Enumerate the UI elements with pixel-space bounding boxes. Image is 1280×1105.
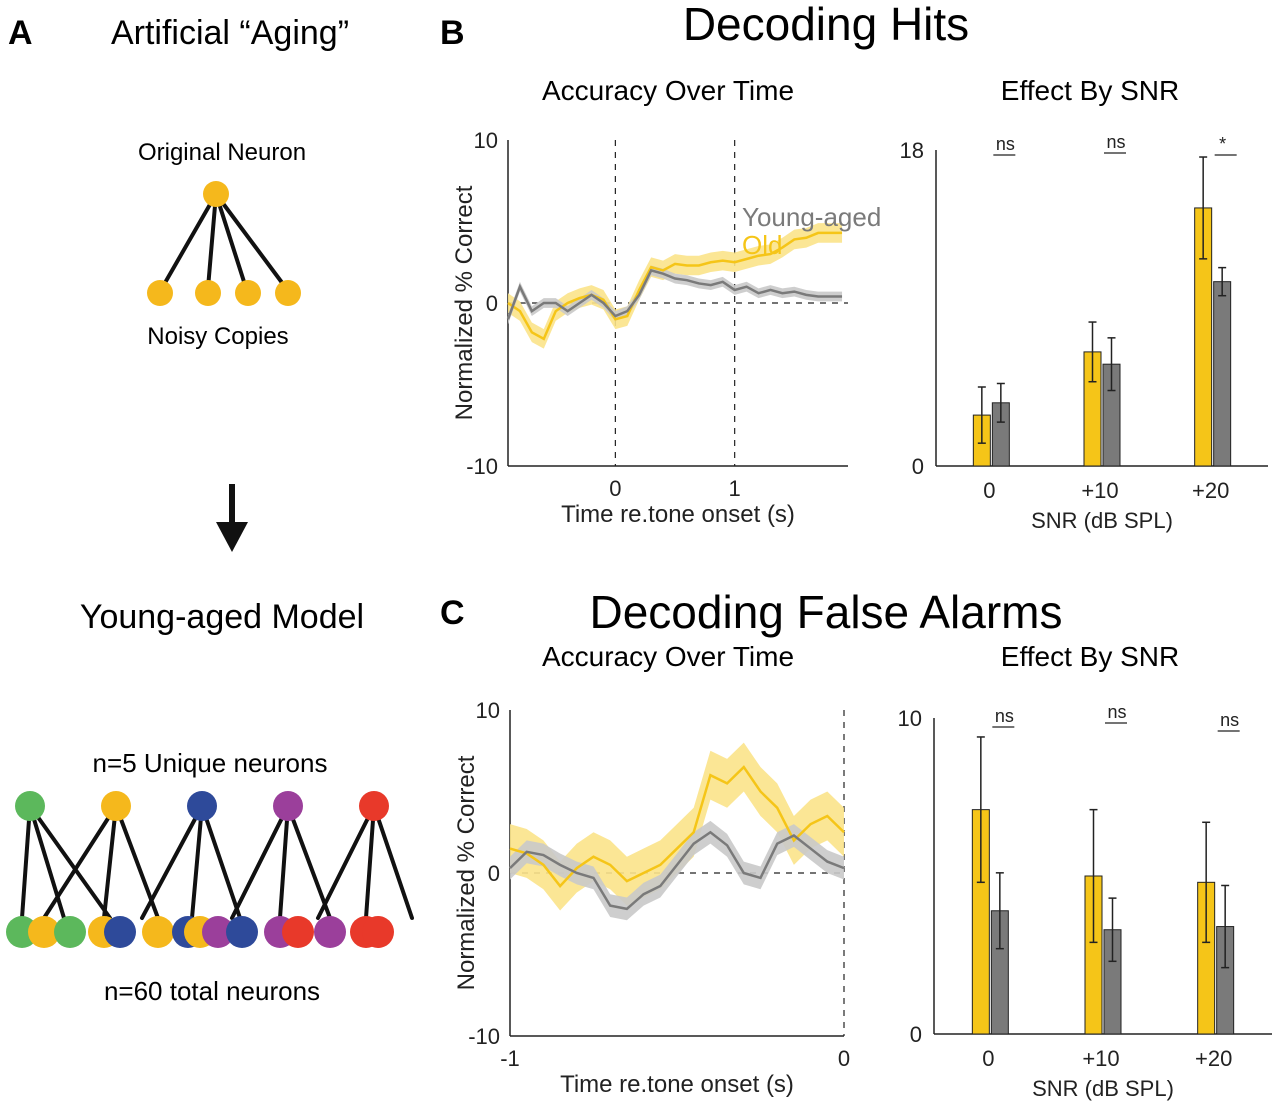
hits-effect-by-snr-chart: 0 18 ns 0 ns +10 * +20 SNR (dB SPL) — [900, 132, 1268, 533]
panel-c: C Decoding False Alarms Accuracy Over Ti… — [440, 586, 1179, 672]
tree-edge — [160, 192, 218, 290]
tree-edge — [206, 192, 218, 290]
y-tick-label: 0 — [488, 861, 500, 886]
original-neuron-node — [203, 181, 229, 207]
y-tick-label: 0 — [912, 454, 924, 479]
x-tick-label: +20 — [1192, 478, 1229, 503]
panel-b-title: Decoding Hits — [683, 0, 969, 50]
significance-label: ns — [1220, 710, 1239, 730]
series-line-young — [506, 268, 843, 320]
network-edges — [20, 804, 414, 920]
panel-letter-b: B — [440, 14, 465, 52]
y-tick-label: -10 — [466, 454, 498, 479]
panel-c-right-subtitle: Effect By SNR — [1001, 641, 1179, 672]
y-tick-label: 0 — [486, 291, 498, 316]
significance-label: ns — [1106, 132, 1125, 152]
x-axis-label: Time re.tone onset (s) — [560, 1071, 794, 1098]
total-neuron-node-blue — [226, 916, 258, 948]
total-neuron-node-yellow — [142, 916, 174, 948]
total-neurons-row — [6, 916, 394, 948]
x-tick-label: +10 — [1082, 1046, 1119, 1071]
unique-neuron-red — [359, 791, 389, 821]
model-title: Young-aged Model — [80, 598, 364, 636]
noisy-copy-node — [195, 280, 221, 306]
x-tick-label: +20 — [1195, 1046, 1232, 1071]
series-line-old — [507, 231, 843, 341]
down-arrow-icon — [216, 484, 248, 552]
panel-a-title: Artificial “Aging” — [111, 14, 349, 52]
series-line-old — [509, 765, 845, 888]
noisy-copy-node — [275, 280, 301, 306]
noisy-copy-node — [235, 280, 261, 306]
panel-letter-a: A — [8, 14, 33, 52]
panel-a: A Artificial “Aging” Original Neuron Noi… — [6, 14, 414, 1006]
unique-neuron-yellow — [101, 791, 131, 821]
false-alarms-effect-by-snr-chart: 0 10 ns 0 ns +10 ns +20 SNR (dB SPL) — [898, 702, 1272, 1101]
significance-label: ns — [996, 134, 1015, 154]
panel-c-left-subtitle: Accuracy Over Time — [542, 641, 794, 672]
x-axis-label: SNR (dB SPL) — [1031, 508, 1173, 533]
series-line-young — [509, 830, 845, 911]
total-neuron-node-yellow — [28, 916, 60, 948]
total-neuron-node-purple — [202, 916, 234, 948]
x-tick-label: -1 — [500, 1046, 520, 1071]
total-neuron-node-red — [282, 916, 314, 948]
legend-entry-old: Old — [742, 230, 782, 260]
tree-edge — [214, 192, 248, 290]
y-tick-label: 10 — [898, 706, 922, 731]
legend-entry-young-aged: Young-aged — [742, 202, 881, 232]
panel-letter-c: C — [440, 594, 465, 632]
panel-b-left-subtitle: Accuracy Over Time — [542, 75, 794, 106]
panel-c-title: Decoding False Alarms — [590, 586, 1063, 638]
x-tick-label: 0 — [983, 478, 995, 503]
unique-neuron-purple — [273, 791, 303, 821]
y-tick-label: 10 — [474, 128, 498, 153]
x-tick-label: 1 — [729, 476, 741, 501]
x-tick-label: +10 — [1081, 478, 1118, 503]
bar-young — [1213, 281, 1232, 467]
unique-neuron-green — [15, 791, 45, 821]
unique-neurons-label: n=5 Unique neurons — [93, 748, 328, 778]
unique-neuron-blue — [187, 791, 217, 821]
original-neuron-label: Original Neuron — [138, 139, 306, 166]
y-axis-label: Normalized % Correct — [453, 755, 480, 990]
total-neuron-node-blue — [104, 916, 136, 948]
noisy-copies-label: Noisy Copies — [147, 323, 288, 350]
x-tick-label: 0 — [609, 476, 621, 501]
noisy-copy-node — [147, 280, 173, 306]
aging-tree-diagram — [160, 192, 288, 290]
tree-edge — [214, 192, 288, 290]
x-tick-label: 0 — [982, 1046, 994, 1071]
panel-b-right-subtitle: Effect By SNR — [1001, 75, 1179, 106]
significance-label: * — [1219, 134, 1226, 154]
series-band-young — [510, 820, 844, 921]
x-axis-label: SNR (dB SPL) — [1032, 1076, 1174, 1101]
x-tick-label: 0 — [838, 1046, 850, 1071]
total-neuron-node-green — [54, 916, 86, 948]
significance-label: ns — [995, 706, 1014, 726]
significance-label: ns — [1107, 702, 1126, 722]
total-neuron-node-purple — [314, 916, 346, 948]
total-neurons-label: n=60 total neurons — [104, 976, 320, 1006]
panel-b: B Decoding Hits Accuracy Over Time Effec… — [440, 0, 1179, 106]
y-tick-label: 10 — [476, 698, 500, 723]
y-tick-label: 18 — [900, 138, 924, 163]
total-neuron-node-green — [6, 916, 38, 948]
x-axis-label: Time re.tone onset (s) — [561, 501, 795, 528]
total-neuron-node-red — [362, 916, 394, 948]
y-axis-label: Normalized % Correct — [451, 185, 478, 420]
y-tick-label: 0 — [910, 1022, 922, 1047]
y-tick-label: -10 — [468, 1024, 500, 1049]
